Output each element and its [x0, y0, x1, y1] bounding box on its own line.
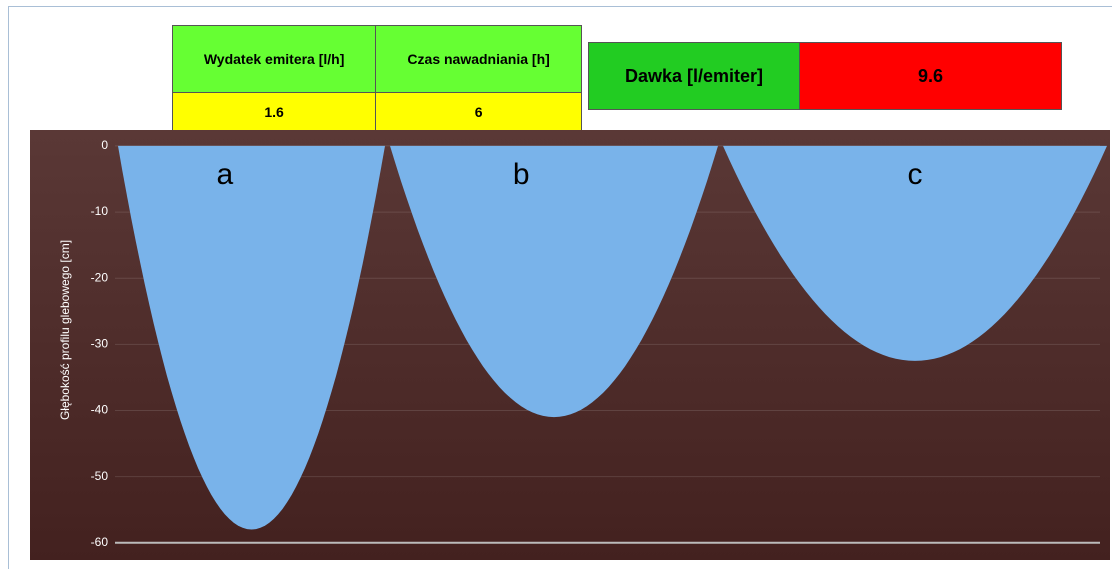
- y-tick-label: -40: [91, 403, 109, 417]
- y-tick-label: 0: [101, 138, 108, 152]
- y-tick-label: -10: [91, 204, 109, 218]
- bulb-label: c: [908, 158, 923, 191]
- y-tick-label: -30: [91, 337, 109, 351]
- y-axis-label: Głębokość profilu glebowego [cm]: [58, 240, 72, 420]
- y-tick-label: -60: [91, 535, 109, 549]
- y-tick-label: -50: [91, 469, 109, 483]
- chart: Głębokość profilu glebowego [cm] 0 -10 -20…: [0, 0, 1112, 569]
- bulb-label: b: [513, 158, 530, 191]
- y-tick-label: -20: [91, 270, 109, 284]
- page: Wydatek emitera [l/h] Czas nawadniania […: [0, 0, 1112, 569]
- bulb-label: a: [216, 158, 233, 191]
